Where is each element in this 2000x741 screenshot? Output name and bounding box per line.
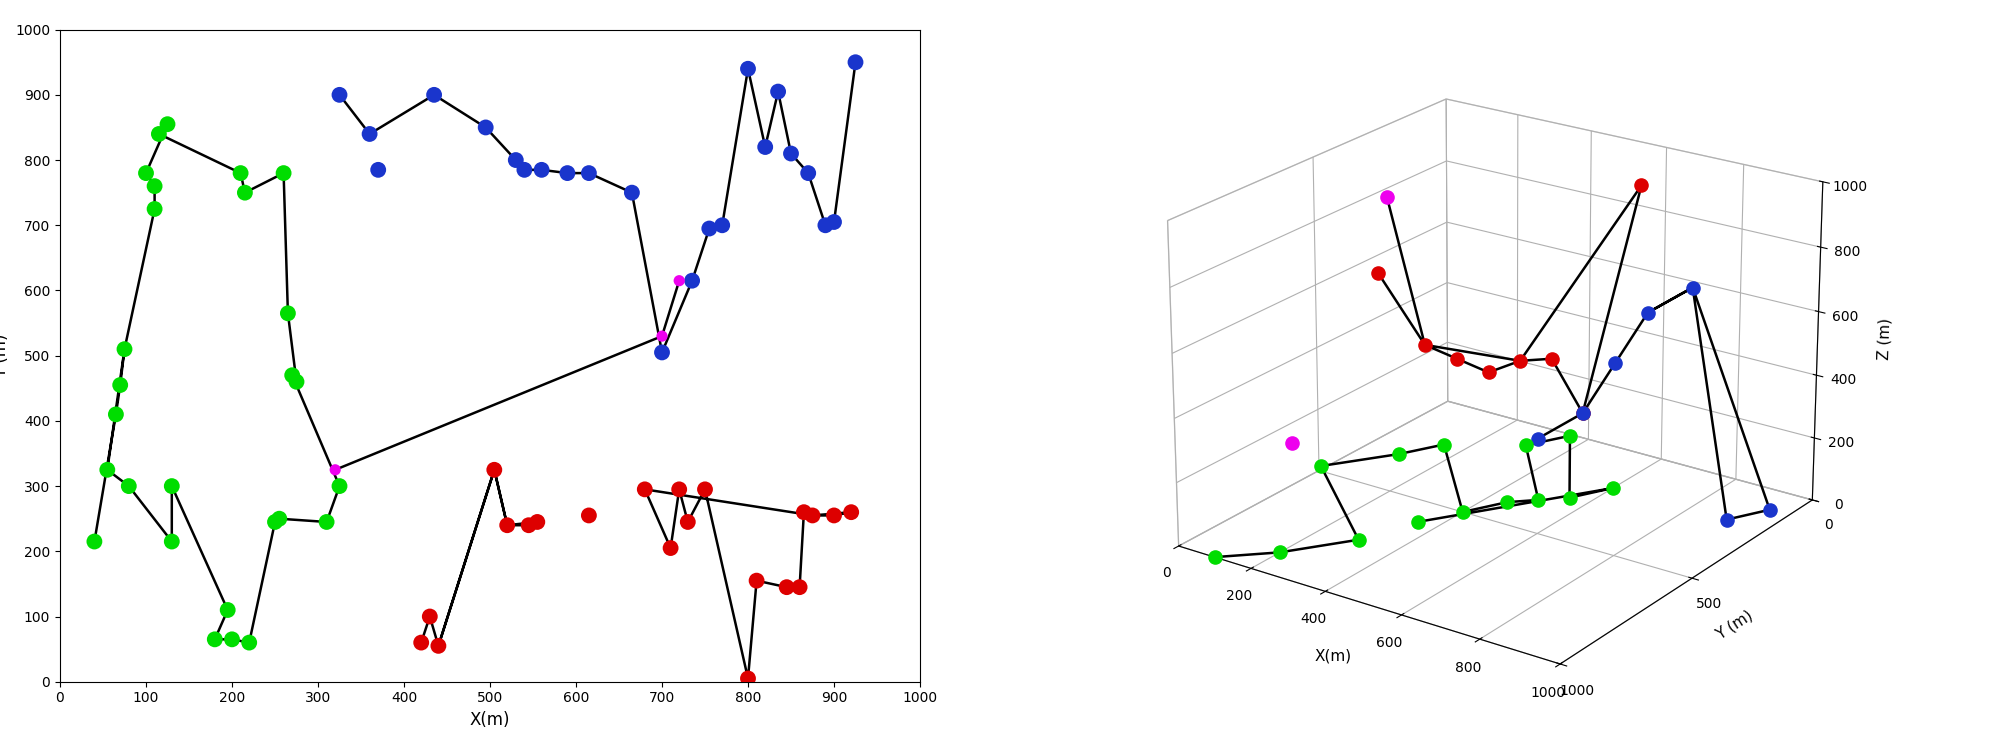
Point xyxy=(78,536,110,548)
Point xyxy=(264,513,296,525)
Point xyxy=(784,581,816,593)
Point xyxy=(672,516,704,528)
Point xyxy=(770,581,802,593)
Point xyxy=(694,222,726,234)
Point xyxy=(654,542,686,554)
Point xyxy=(406,637,438,648)
Point xyxy=(320,464,352,476)
Point xyxy=(688,483,720,495)
Point xyxy=(276,369,308,381)
Point xyxy=(646,347,678,359)
X-axis label: X(m): X(m) xyxy=(1314,649,1352,664)
Point xyxy=(156,480,188,492)
Point xyxy=(492,519,524,531)
Point xyxy=(198,634,230,645)
Point xyxy=(152,119,184,130)
Point xyxy=(92,464,124,476)
Point xyxy=(310,516,342,528)
X-axis label: X(m): X(m) xyxy=(470,711,510,729)
Point xyxy=(324,480,356,492)
Point xyxy=(108,343,140,355)
Point xyxy=(552,167,584,179)
Point xyxy=(478,464,510,476)
Point xyxy=(740,575,772,587)
Point xyxy=(234,637,266,648)
Y-axis label: Y (m): Y (m) xyxy=(0,333,10,378)
Point xyxy=(732,673,764,685)
Point xyxy=(818,216,850,228)
Point xyxy=(628,483,660,495)
Point xyxy=(280,376,312,388)
Point xyxy=(272,308,304,319)
Point xyxy=(796,510,828,522)
Point xyxy=(260,516,292,528)
Point xyxy=(224,167,256,179)
Point xyxy=(522,516,554,528)
Point xyxy=(130,167,162,179)
Point xyxy=(762,86,794,98)
Point xyxy=(572,510,604,522)
Point xyxy=(836,506,868,518)
Point xyxy=(750,141,782,153)
Point xyxy=(138,203,170,215)
Point xyxy=(840,56,872,68)
Point xyxy=(268,167,300,179)
Point xyxy=(324,89,356,101)
Point xyxy=(156,536,188,548)
Point xyxy=(792,167,824,179)
Point xyxy=(732,63,764,75)
Point xyxy=(142,128,174,140)
Point xyxy=(112,480,144,492)
Point xyxy=(572,167,604,179)
Point xyxy=(616,187,648,199)
Point xyxy=(422,640,454,652)
Point xyxy=(216,634,248,645)
Point xyxy=(676,275,708,287)
Point xyxy=(362,164,394,176)
Point xyxy=(508,164,540,176)
Y-axis label: Y (m): Y (m) xyxy=(1714,608,1756,642)
Point xyxy=(526,164,558,176)
Point xyxy=(100,408,132,420)
Point xyxy=(788,506,820,518)
Point xyxy=(414,611,446,622)
Point xyxy=(512,519,544,531)
Point xyxy=(774,147,806,159)
Point xyxy=(810,219,842,231)
Point xyxy=(228,187,260,199)
Point xyxy=(664,275,696,287)
Point xyxy=(706,219,738,231)
Point xyxy=(500,154,532,166)
Point xyxy=(212,604,244,616)
Point xyxy=(104,379,136,391)
Point xyxy=(470,122,502,133)
Point xyxy=(646,330,678,342)
Point xyxy=(418,89,450,101)
Point xyxy=(818,510,850,522)
Point xyxy=(138,180,170,192)
Point xyxy=(354,128,386,140)
Point xyxy=(664,483,696,495)
